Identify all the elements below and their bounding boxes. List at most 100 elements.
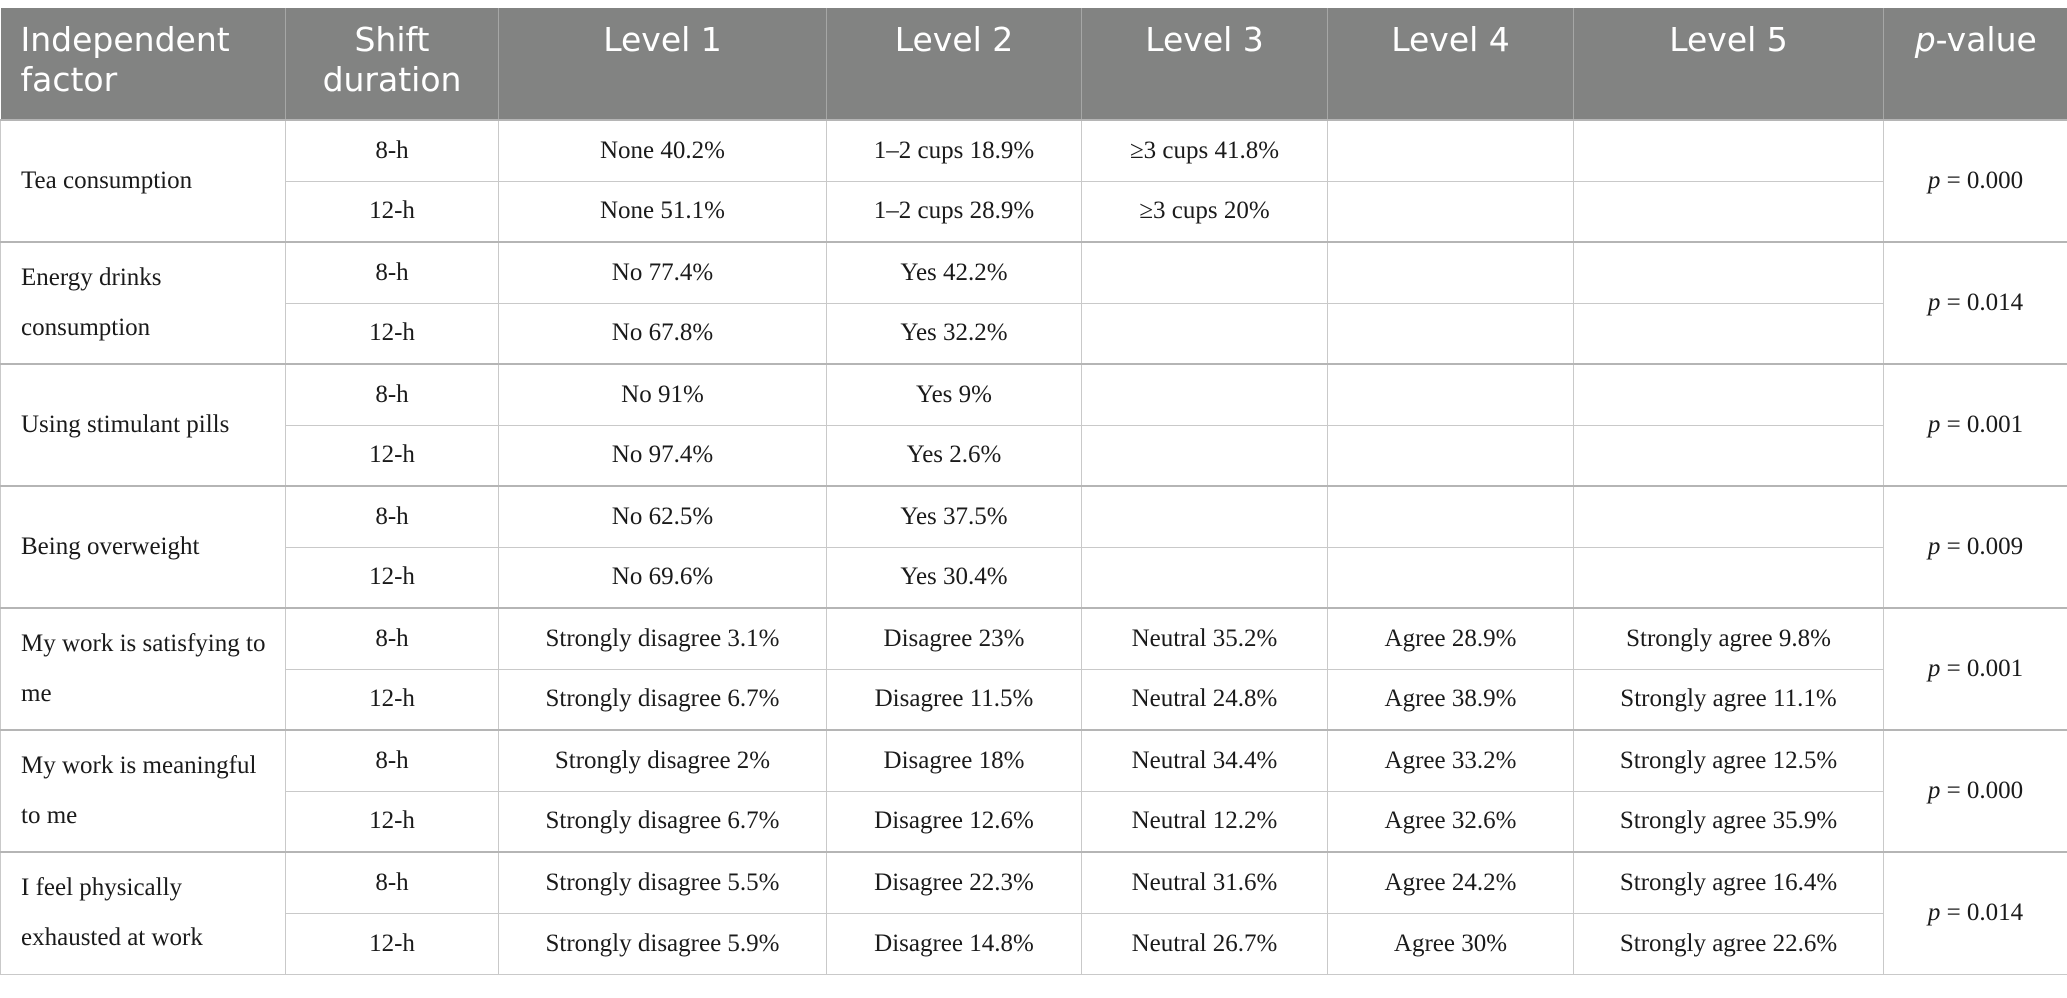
level-1-cell: Strongly disagree 6.7% xyxy=(498,668,827,731)
shift-duration-cell: 8-h xyxy=(285,607,499,670)
table-row: 12-h No 69.6% Yes 30.4% xyxy=(1,546,2067,609)
factor-cell: My work is satisfying to me xyxy=(0,607,286,731)
shift-duration-cell: 8-h xyxy=(285,729,499,792)
level-3-cell: ≥3 cups 41.8% xyxy=(1081,119,1328,182)
level-2-cell: Yes 9% xyxy=(826,363,1082,426)
level-5-cell: Strongly agree 35.9% xyxy=(1573,790,1884,853)
p-value-number: = 0.014 xyxy=(1940,899,2024,927)
shift-duration-cell: 12-h xyxy=(285,302,499,365)
shift-duration-cell: 12-h xyxy=(285,424,499,487)
level-2-cell: Disagree 12.6% xyxy=(826,790,1082,853)
p-letter: p xyxy=(1927,533,1941,560)
factor-cell: Tea consumption xyxy=(0,119,286,243)
level-1-cell: No 67.8% xyxy=(498,302,827,365)
table-row: Energy drinks consumption 8-h No 77.4% Yes … xyxy=(0,241,2067,365)
level-3-cell: Neutral 35.2% xyxy=(1081,607,1328,670)
level-3-cell: Neutral 26.7% xyxy=(1081,912,1328,975)
level-2-cell: Disagree 11.5% xyxy=(826,668,1082,731)
level-5-cell: Strongly agree 22.6% xyxy=(1573,912,1884,975)
header-independent-factor: Independent factor xyxy=(0,8,286,120)
results-table: Independent factor Shift duration Level … xyxy=(0,8,2067,975)
level-4-cell: Agree 24.2% xyxy=(1327,851,1574,914)
p-letter: p xyxy=(1927,289,1941,316)
level-1-cell: Strongly disagree 5.5% xyxy=(498,851,827,914)
level-1-cell: No 69.6% xyxy=(498,546,827,609)
shift-duration-cell: 12-h xyxy=(285,790,499,853)
header-p-value: p-value xyxy=(1883,8,2067,120)
shift-duration-cell: 12-h xyxy=(285,912,499,975)
shift-duration-cell: 12-h xyxy=(285,180,499,243)
shift-duration-cell: 8-h xyxy=(285,363,499,426)
factor-cell: My work is meaningful to me xyxy=(0,729,286,853)
level-5-cell xyxy=(1573,119,1884,182)
level-5-cell xyxy=(1573,180,1884,243)
level-1-cell: Strongly disagree 2% xyxy=(498,729,827,792)
level-1-cell: No 97.4% xyxy=(498,424,827,487)
level-3-cell: Neutral 24.8% xyxy=(1081,668,1328,731)
p-value-cell: p = 0.000 xyxy=(1883,729,2067,853)
level-2-cell: Disagree 23% xyxy=(826,607,1082,670)
level-5-cell xyxy=(1573,302,1884,365)
table-row: 12-h No 97.4% Yes 2.6% xyxy=(1,424,2067,487)
p-letter: p xyxy=(1927,411,1941,438)
p-value-number: = 0.009 xyxy=(1940,533,2024,560)
shift-duration-cell: 8-h xyxy=(285,851,499,914)
p-value-cell: p = 0.014 xyxy=(1883,241,2067,365)
p-value-number: = 0.001 xyxy=(1940,411,2024,438)
level-1-cell: No 62.5% xyxy=(498,485,827,548)
table-body: Tea consumption 8-h None 40.2% 1–2 cups 18.… xyxy=(0,119,2067,975)
level-1-cell: No 91% xyxy=(498,363,827,426)
p-value-cell: p = 0.009 xyxy=(1883,485,2067,609)
level-4-cell: Agree 33.2% xyxy=(1327,729,1574,792)
level-2-cell: Disagree 14.8% xyxy=(826,912,1082,975)
level-2-cell: Disagree 22.3% xyxy=(826,851,1082,914)
header-level-2: Level 2 xyxy=(826,8,1082,120)
p-value-cell: p = 0.014 xyxy=(1883,851,2067,975)
table-row: 12-h Strongly disagree 6.7% Disagree 11.5%… xyxy=(1,668,2067,731)
level-4-cell xyxy=(1327,241,1574,304)
header-level-1: Level 1 xyxy=(498,8,827,120)
level-2-cell: Yes 37.5% xyxy=(826,485,1082,548)
level-5-cell xyxy=(1573,241,1884,304)
p-letter: p xyxy=(1927,655,1941,682)
p-value-number: = 0.014 xyxy=(1940,289,2024,316)
table-row: I feel physically exhausted at work 8-h St… xyxy=(0,851,2067,975)
table-row: 12-h Strongly disagree 5.9% Disagree 14.8%… xyxy=(1,912,2067,975)
level-3-cell xyxy=(1081,485,1328,548)
header-row: Independent factor Shift duration Level … xyxy=(0,8,2067,120)
level-5-cell: Strongly agree 16.4% xyxy=(1573,851,1884,914)
level-4-cell xyxy=(1327,302,1574,365)
level-2-cell: Disagree 18% xyxy=(826,729,1082,792)
level-5-cell xyxy=(1573,424,1884,487)
shift-duration-cell: 12-h xyxy=(285,668,499,731)
p-value-cell: p = 0.001 xyxy=(1883,363,2067,487)
level-2-cell: Yes 2.6% xyxy=(826,424,1082,487)
p-value-number: = 0.000 xyxy=(1940,167,2024,194)
factor-cell: I feel physically exhausted at work xyxy=(0,851,286,975)
table-row: Using stimulant pills 8-h No 91% Yes 9% p = … xyxy=(0,363,2067,487)
shift-duration-cell: 12-h xyxy=(285,546,499,609)
level-3-cell xyxy=(1081,241,1328,304)
p-letter: p xyxy=(1927,899,1941,927)
level-3-cell xyxy=(1081,424,1328,487)
level-2-cell: 1–2 cups 28.9% xyxy=(826,180,1082,243)
level-5-cell: Strongly agree 12.5% xyxy=(1573,729,1884,792)
table-row: 12-h None 51.1% 1–2 cups 28.9% ≥3 cups 20% xyxy=(1,180,2067,243)
level-3-cell: Neutral 31.6% xyxy=(1081,851,1328,914)
level-2-cell: 1–2 cups 18.9% xyxy=(826,119,1082,182)
level-5-cell: Strongly agree 9.8% xyxy=(1573,607,1884,670)
p-value-number: = 0.001 xyxy=(1940,655,2024,682)
level-1-cell: Strongly disagree 3.1% xyxy=(498,607,827,670)
level-4-cell: Agree 32.6% xyxy=(1327,790,1574,853)
level-4-cell xyxy=(1327,180,1574,243)
level-3-cell xyxy=(1081,546,1328,609)
table-row: 12-h No 67.8% Yes 32.2% xyxy=(1,302,2067,365)
level-3-cell: ≥3 cups 20% xyxy=(1081,180,1328,243)
header-p-suffix: -value xyxy=(1935,20,2037,59)
level-3-cell: Neutral 34.4% xyxy=(1081,729,1328,792)
level-1-cell: None 40.2% xyxy=(498,119,827,182)
level-1-cell: Strongly disagree 6.7% xyxy=(498,790,827,853)
level-2-cell: Yes 32.2% xyxy=(826,302,1082,365)
level-4-cell: Agree 38.9% xyxy=(1327,668,1574,731)
table-row: Being overweight 8-h No 62.5% Yes 37.5% p = … xyxy=(0,485,2067,609)
